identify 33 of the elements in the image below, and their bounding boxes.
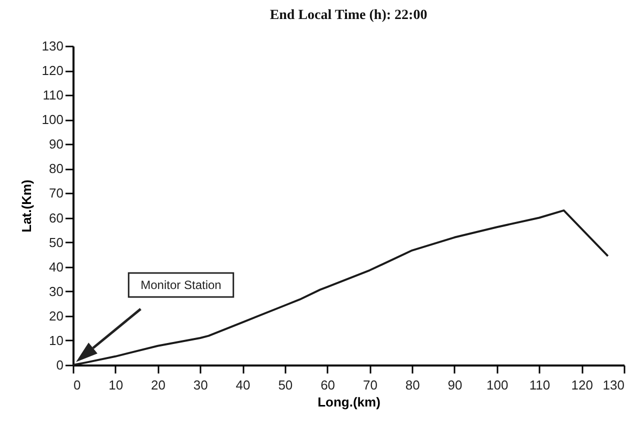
x-tick-label: 130 [602,378,624,392]
y-axis-title: Lat.(Km) [18,180,34,232]
x-tick-label: 100 [486,378,508,392]
y-tick-label: 0 [56,358,64,372]
x-tick-label: 70 [362,378,378,392]
x-tick-label: 110 [529,378,550,392]
y-tick-label: 110 [42,88,64,103]
y-tick-label: 10 [49,332,64,348]
y-tick-label: 120 [42,63,64,78]
y-tick-label: 70 [49,186,64,201]
y-tick-label: 130 [42,38,64,54]
x-tick-label: 90 [448,378,462,392]
x-tick-label: 80 [405,378,420,392]
x-tick-label: 20 [151,378,166,392]
y-tick-label: 80 [49,161,64,176]
y-tick-label: 30 [49,284,64,299]
x-tick-label: 0 [74,378,81,392]
chart-title: End Local Time (h): 22:00 [270,8,428,23]
y-tick-label: 90 [49,136,64,152]
x-tick-label: 120 [571,378,593,392]
x-axis-title: Long.(km) [318,394,380,410]
x-tick-label: 50 [278,378,293,392]
line-series [72,209,609,366]
x-tick-label: 10 [108,378,124,392]
y-tick-label: 100 [42,112,64,128]
y-tick-label: 40 [49,259,64,274]
annotation: Monitor Station [140,278,222,292]
x-tick-label: 30 [193,378,208,392]
y-tick-label: 50 [49,234,64,250]
y-tick-label: 60 [49,210,64,226]
x-tick-label: 60 [320,378,336,392]
x-tick-label: 40 [236,378,250,392]
y-tick-label: 20 [49,308,64,324]
